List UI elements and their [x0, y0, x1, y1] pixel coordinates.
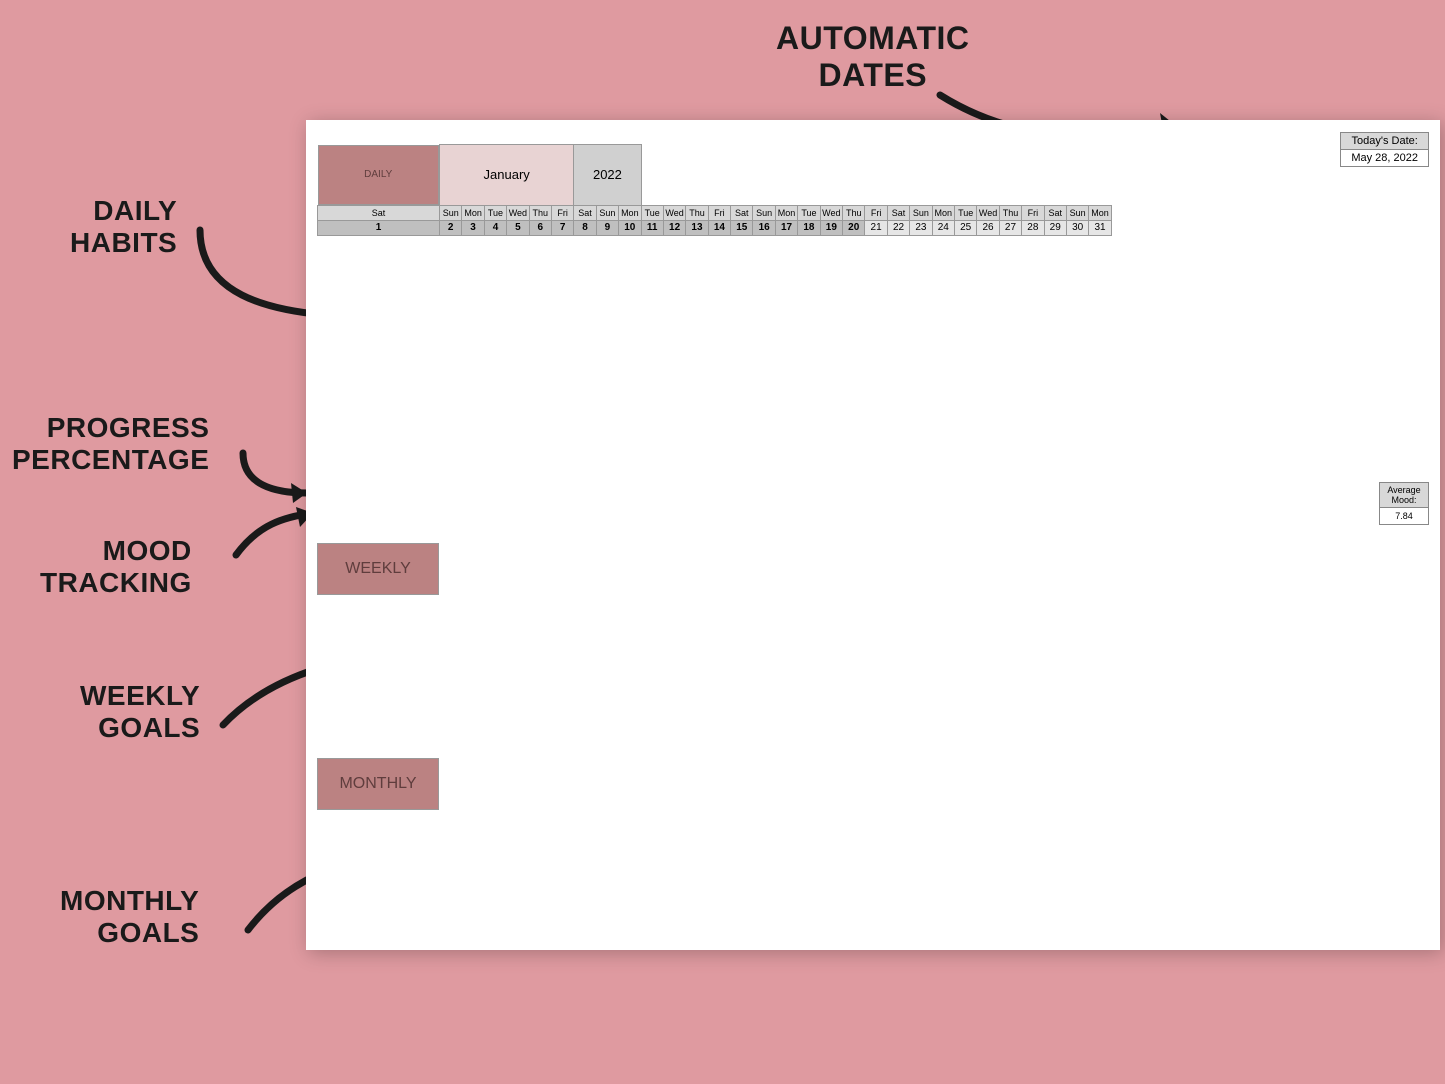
annotation-weekly-goals: WEEKLY GOALS	[80, 680, 200, 744]
dow-cell: Mon	[462, 205, 484, 220]
dow-cell: Tue	[798, 205, 820, 220]
dow-cell: Mon	[932, 205, 954, 220]
dow-cell: Wed	[507, 205, 529, 220]
day-number-cell: 5	[507, 220, 529, 235]
todays-date-label: Today's Date:	[1341, 133, 1428, 150]
dow-cell: Tue	[641, 205, 663, 220]
annotation-monthly-goals: MONTHLY GOALS	[60, 885, 199, 949]
day-number-cell: 7	[551, 220, 573, 235]
dow-cell: Sat	[574, 205, 596, 220]
day-number-cell: 10	[619, 220, 641, 235]
day-number-cell: 15	[731, 220, 753, 235]
todays-date-value: May 28, 2022	[1341, 150, 1428, 166]
day-number-cell: 31	[1089, 220, 1111, 235]
dow-cell: Fri	[1022, 205, 1044, 220]
day-number-cell: 16	[753, 220, 775, 235]
dow-cell: Mon	[1089, 205, 1111, 220]
day-number-cell: 6	[529, 220, 551, 235]
dow-cell: Sun	[753, 205, 775, 220]
dow-cell: Tue	[954, 205, 976, 220]
average-mood-box: Average Mood: 7.84	[1379, 482, 1429, 525]
dow-cell: Fri	[708, 205, 730, 220]
dow-cell: Sun	[910, 205, 932, 220]
day-number-cell: 20	[843, 220, 865, 235]
dow-cell: Thu	[686, 205, 708, 220]
day-number-cell: 24	[932, 220, 954, 235]
dow-cell: Fri	[551, 205, 573, 220]
todays-date-box: Today's Date: May 28, 2022	[1340, 132, 1429, 167]
dow-cell: Sun	[440, 205, 462, 220]
day-number-cell: 12	[663, 220, 685, 235]
day-number-cell: 14	[708, 220, 730, 235]
dow-cell: Wed	[820, 205, 842, 220]
day-number-cell: 13	[686, 220, 708, 235]
day-number-cell: 1	[318, 220, 440, 235]
monthly-section-label: MONTHLY	[317, 758, 439, 810]
day-number-cell: 21	[865, 220, 887, 235]
dow-cell: Sun	[596, 205, 618, 220]
dow-cell: Fri	[865, 205, 887, 220]
dow-cell: Thu	[529, 205, 551, 220]
annotation-daily-habits: DAILY HABITS	[70, 195, 177, 259]
day-number-cell: 29	[1044, 220, 1066, 235]
dow-cell: Mon	[619, 205, 641, 220]
average-mood-label: Average Mood:	[1380, 483, 1428, 508]
dow-cell: Wed	[663, 205, 685, 220]
average-mood-value: 7.84	[1380, 508, 1428, 524]
day-number-cell: 8	[574, 220, 596, 235]
daily-section-label: DAILY	[318, 145, 440, 205]
year-selector[interactable]: 2022	[574, 145, 641, 206]
day-number-cell: 28	[1022, 220, 1044, 235]
day-number-cell: 27	[999, 220, 1021, 235]
dow-cell: Thu	[843, 205, 865, 220]
dow-cell: Sat	[887, 205, 909, 220]
dow-cell: Tue	[484, 205, 506, 220]
day-number-cell: 19	[820, 220, 842, 235]
day-number-cell: 25	[954, 220, 976, 235]
dow-cell: Sat	[731, 205, 753, 220]
day-number-cell: 11	[641, 220, 663, 235]
day-number-cell: 9	[596, 220, 618, 235]
daily-habit-grid: DAILYJanuary2022SatSunMonTueWedThuFriSat…	[317, 144, 1112, 236]
month-selector[interactable]: January	[440, 145, 574, 206]
dow-cell: Sat	[318, 205, 440, 220]
annotation-progress-percentage: PROGRESS PERCENTAGE	[12, 412, 209, 476]
spreadsheet-panel: Today's Date: May 28, 2022 DAILYJanuary2…	[306, 120, 1440, 950]
day-number-cell: 30	[1066, 220, 1088, 235]
dow-cell: Sun	[1066, 205, 1088, 220]
dow-cell: Sat	[1044, 205, 1066, 220]
day-number-cell: 2	[440, 220, 462, 235]
dow-cell: Thu	[999, 205, 1021, 220]
day-number-cell: 26	[977, 220, 999, 235]
day-number-cell: 18	[798, 220, 820, 235]
annotation-automatic-dates: AUTOMATIC DATES	[776, 20, 970, 94]
dow-cell: Wed	[977, 205, 999, 220]
annotation-mood-tracking: MOOD TRACKING	[40, 535, 192, 599]
dow-cell: Mon	[775, 205, 797, 220]
day-number-cell: 17	[775, 220, 797, 235]
day-number-cell: 4	[484, 220, 506, 235]
day-number-cell: 22	[887, 220, 909, 235]
day-number-cell: 3	[462, 220, 484, 235]
weekly-section-label: WEEKLY	[317, 543, 439, 595]
day-number-cell: 23	[910, 220, 932, 235]
